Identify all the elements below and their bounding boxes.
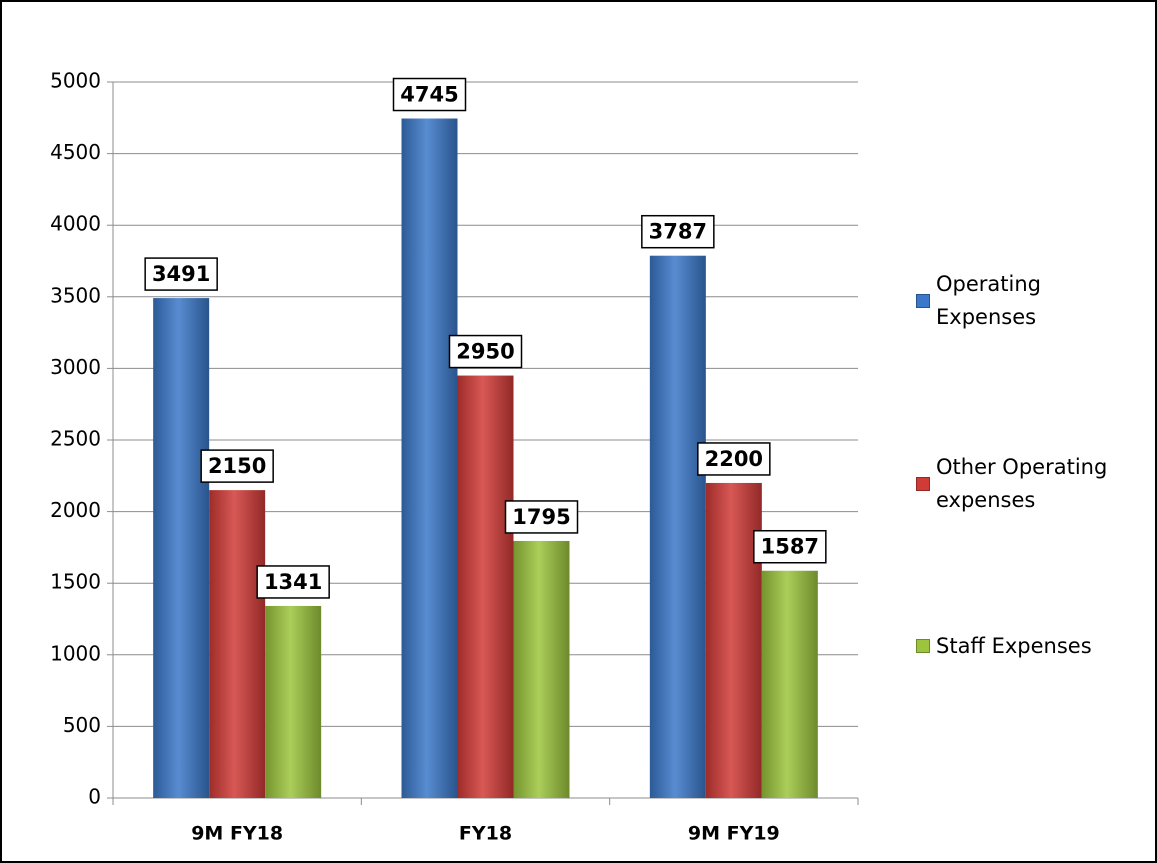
legend-item: Operating Expenses [916, 268, 1141, 334]
bar [513, 540, 570, 798]
bar [265, 605, 322, 798]
y-tick-label: 3500 [50, 283, 101, 307]
data-label: 2150 [208, 454, 266, 478]
legend-item: Staff Expenses [916, 630, 1141, 663]
data-label-box [144, 257, 218, 291]
y-tick-label: 4000 [50, 212, 101, 236]
legend-swatch [916, 294, 930, 308]
x-tick-label: 9M FY19 [688, 823, 780, 845]
data-label: 2200 [705, 447, 763, 471]
data-label-box [753, 529, 827, 564]
y-tick-label: 3000 [50, 355, 101, 379]
data-label: 3787 [649, 220, 707, 244]
y-tick-label: 2500 [50, 427, 101, 451]
data-label: 1341 [264, 570, 322, 594]
bar [649, 255, 706, 798]
legend-label: Operating Expenses [936, 272, 1041, 329]
legend-swatch [916, 477, 930, 491]
data-label-box [504, 500, 579, 534]
x-tick-label: 9M FY18 [191, 823, 283, 845]
x-tick-label: FY18 [459, 823, 512, 845]
legend-item: Other Operating expenses [916, 451, 1141, 517]
y-tick-label: 4500 [50, 140, 101, 164]
data-label-box [448, 334, 523, 369]
bar [761, 570, 818, 798]
bar [209, 490, 266, 798]
data-label-box [200, 449, 274, 483]
legend-label: Staff Expenses [936, 633, 1092, 658]
y-tick-label: 0 [88, 785, 101, 809]
legend-swatch [916, 639, 930, 653]
y-tick-label: 500 [63, 713, 101, 737]
bar [705, 482, 762, 798]
bar [457, 375, 514, 798]
data-label: 3491 [152, 262, 210, 286]
bar [153, 298, 210, 798]
data-label: 1587 [761, 535, 819, 559]
y-tick-label: 1000 [50, 641, 101, 665]
y-tick-label: 5000 [50, 69, 101, 93]
y-tick-label: 2000 [50, 498, 101, 522]
data-label-box [256, 565, 330, 599]
data-label-box [697, 442, 771, 476]
legend-label: Other Operating expenses [936, 455, 1108, 512]
bar [401, 118, 458, 799]
data-label-box [641, 214, 715, 249]
data-label: 4745 [400, 83, 458, 107]
data-label: 2950 [456, 340, 514, 364]
data-label: 1795 [512, 505, 570, 529]
data-label-box [392, 77, 467, 112]
y-tick-label: 1500 [50, 570, 101, 594]
